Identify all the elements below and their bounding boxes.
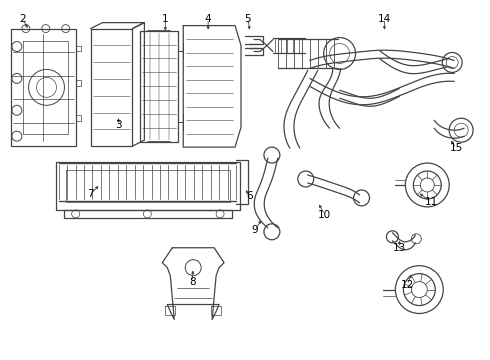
Text: 10: 10: [318, 210, 331, 220]
Text: 11: 11: [425, 197, 438, 207]
Text: 6: 6: [246, 191, 253, 201]
Text: 8: 8: [189, 276, 196, 287]
Text: 2: 2: [20, 14, 26, 24]
Text: 14: 14: [378, 14, 391, 24]
Text: 1: 1: [162, 14, 169, 24]
Text: 9: 9: [252, 225, 258, 235]
Text: 7: 7: [87, 189, 94, 199]
Text: 5: 5: [245, 14, 251, 24]
Text: 4: 4: [205, 14, 212, 24]
Text: 12: 12: [401, 280, 414, 289]
Text: 15: 15: [449, 143, 463, 153]
Text: 13: 13: [393, 243, 406, 253]
Text: 3: 3: [115, 120, 122, 130]
